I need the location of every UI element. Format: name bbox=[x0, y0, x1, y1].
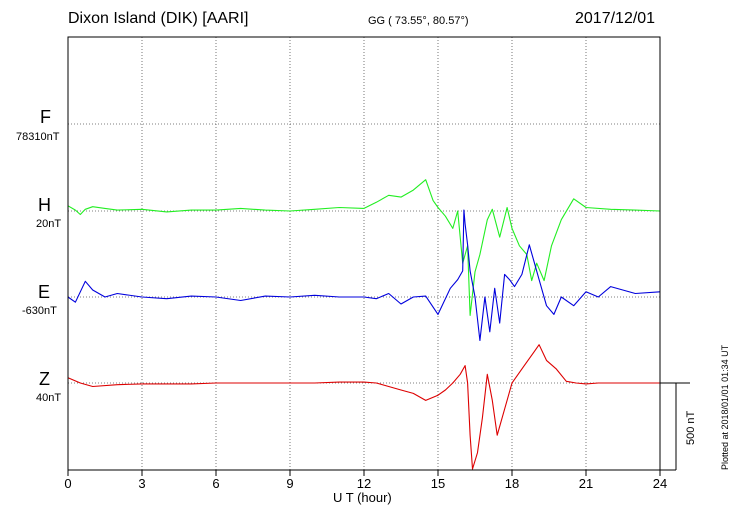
series-baseline-E: -630nT bbox=[22, 305, 57, 317]
x-tick-label-12: 12 bbox=[357, 476, 371, 491]
x-tick-label-9: 9 bbox=[286, 476, 293, 491]
x-tick-label-24: 24 bbox=[653, 476, 667, 491]
x-tick-label-21: 21 bbox=[579, 476, 593, 491]
series-label-H: H bbox=[38, 195, 51, 215]
station-coordinates: GG ( 73.55°, 80.57°) bbox=[368, 15, 469, 27]
x-axis-label: U T (hour) bbox=[333, 490, 392, 505]
series-line-E bbox=[67, 209, 661, 342]
plotted-timestamp: Plotted at 2018/01/01 01:34 UT bbox=[720, 344, 730, 470]
scale-bar bbox=[660, 382, 690, 471]
series-lines bbox=[67, 179, 661, 470]
series-label-F: F bbox=[40, 107, 51, 127]
grid-lines bbox=[68, 37, 660, 470]
chart-date: 2017/12/01 bbox=[575, 10, 656, 27]
x-ticks: 0 3 6 9 12 15 18 21 24 bbox=[64, 470, 667, 491]
scale-bar-label: 500 nT bbox=[685, 410, 697, 445]
series-line-Z bbox=[67, 344, 660, 470]
series-baseline-F: 78310nT bbox=[16, 131, 60, 143]
chart-title: Dixon Island (DIK) [AARI] bbox=[68, 10, 249, 27]
x-tick-label-3: 3 bbox=[138, 476, 145, 491]
series-label-Z: Z bbox=[39, 369, 50, 389]
x-tick-label-6: 6 bbox=[212, 476, 219, 491]
x-tick-label-15: 15 bbox=[431, 476, 445, 491]
series-baseline-H: 20nT bbox=[36, 218, 62, 230]
series-label-E: E bbox=[38, 282, 51, 302]
series-line-H bbox=[67, 179, 661, 316]
x-tick-label-18: 18 bbox=[505, 476, 519, 491]
x-tick-label-0: 0 bbox=[64, 476, 71, 491]
series-baseline-Z: 40nT bbox=[36, 392, 62, 404]
